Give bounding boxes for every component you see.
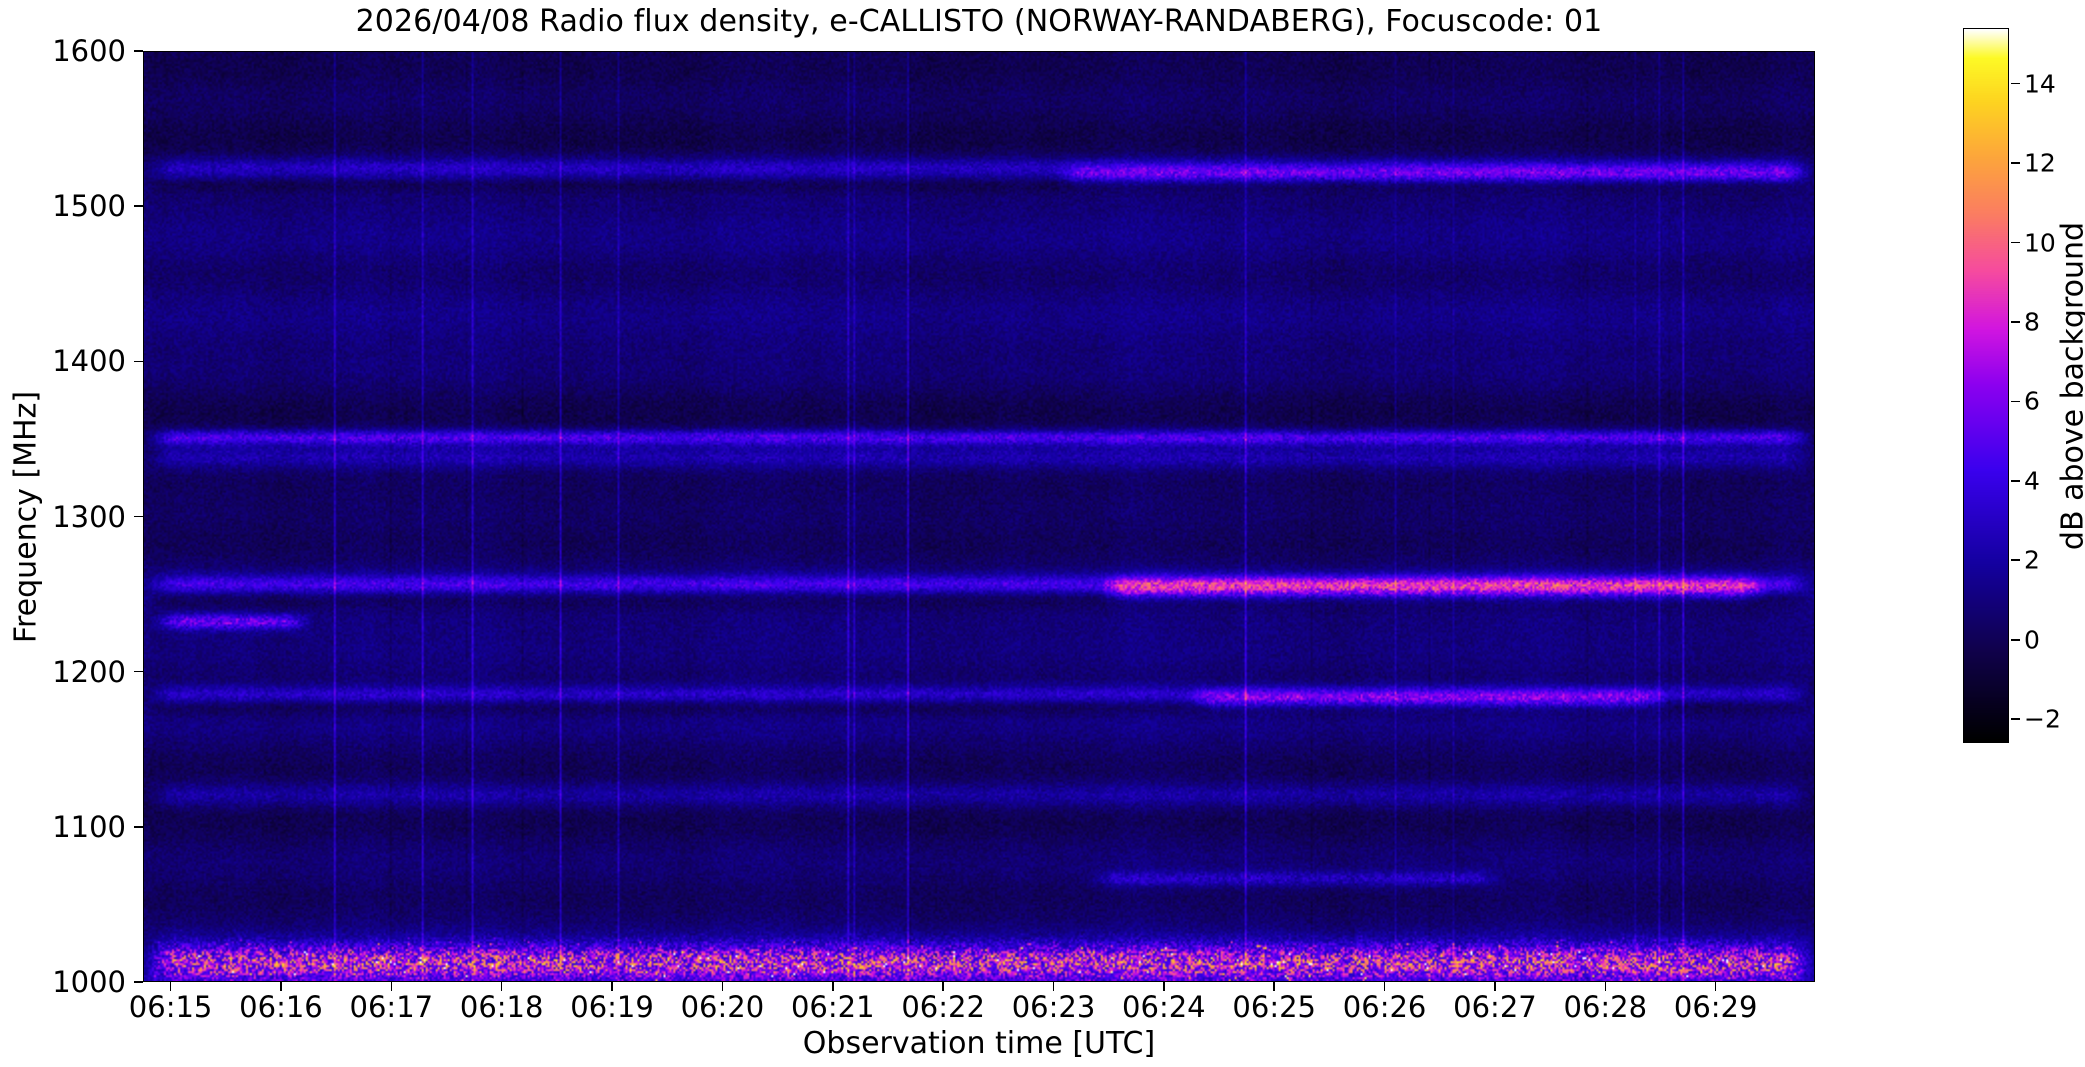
x-tick-label: 06:17 [349,990,434,1024]
x-tick-label: 06:21 [790,990,875,1024]
colorbar-tick-label: −2 [2024,704,2061,734]
y-tick-mark [134,981,143,983]
x-tick-mark [1273,982,1275,991]
x-tick-label: 06:19 [570,990,654,1024]
y-tick-label: 1600 [52,34,126,68]
y-tick-label: 1200 [52,654,126,689]
y-tick-mark [134,515,143,518]
colorbar-tick-mark [2011,559,2020,562]
x-tick-mark [1494,982,1496,991]
x-tick-label: 06:27 [1453,990,1537,1024]
colorbar-tick-mark [2011,241,2020,244]
x-tick-mark [1714,982,1717,991]
colorbar-tick-label: 0 [2024,625,2040,655]
x-tick-label: 06:20 [680,990,765,1024]
y-tick-label: 1000 [52,965,126,999]
y-tick-mark [134,360,143,363]
x-tick-mark [280,982,282,991]
colorbar-tick-mark [2011,162,2020,164]
x-tick-mark [721,982,724,991]
colorbar-tick-mark [2011,638,2020,641]
colorbar-tick-mark [2011,400,2020,403]
x-tick-mark [500,982,503,991]
x-tick-mark [169,982,172,991]
spectrogram-canvas [144,52,1814,981]
colorbar-tick-label: 10 [2024,228,2056,257]
colorbar-tick-label: 14 [2024,69,2056,99]
page-title: 2026/04/08 Radio flux density, e-CALLIST… [355,4,1603,39]
colorbar-tick-mark [2011,82,2020,85]
y-tick-label: 1300 [52,499,126,534]
x-axis-label: Observation time [UTC] [802,1026,1156,1061]
y-tick-label: 1400 [52,344,126,379]
x-tick-mark [1383,982,1386,991]
x-tick-label: 06:29 [1673,990,1758,1024]
x-tick-label: 06:25 [1232,990,1317,1024]
x-tick-label: 06:26 [1342,990,1427,1024]
x-tick-mark [390,982,393,991]
y-tick-mark [134,205,143,207]
x-tick-label: 06:18 [459,990,544,1024]
y-tick-mark [134,670,143,673]
x-tick-mark [611,982,613,991]
x-tick-mark [1604,982,1607,991]
x-tick-mark [1163,982,1165,991]
colorbar-tick-mark [2011,480,2020,482]
y-tick-mark [134,50,143,52]
x-tick-label: 06:22 [901,990,985,1024]
colorbar [1963,28,2009,743]
x-tick-label: 06:16 [239,990,323,1024]
y-tick-label: 1100 [52,809,126,844]
y-tick-mark [134,826,143,828]
x-tick-mark [1052,982,1055,991]
colorbar-tick-label: 8 [2024,307,2040,337]
colorbar-tick-mark [2011,718,2020,720]
x-tick-label: 06:23 [1011,990,1096,1024]
x-tick-mark [942,982,944,991]
x-tick-mark [831,982,834,991]
x-tick-label: 06:15 [128,990,213,1024]
colorbar-tick-label: 12 [2024,148,2056,178]
colorbar-tick-label: 6 [2024,386,2040,416]
colorbar-label: dB above background [2055,221,2085,550]
colorbar-tick-label: 4 [2024,466,2040,496]
x-tick-label: 06:28 [1563,990,1648,1024]
colorbar-tick-label: 2 [2024,545,2040,575]
colorbar-gradient [1964,29,2008,742]
spectrogram-plot-area[interactable] [143,51,1815,982]
y-tick-label: 1500 [52,189,126,224]
x-tick-label: 06:24 [1122,990,1206,1024]
colorbar-tick-mark [2011,321,2020,323]
